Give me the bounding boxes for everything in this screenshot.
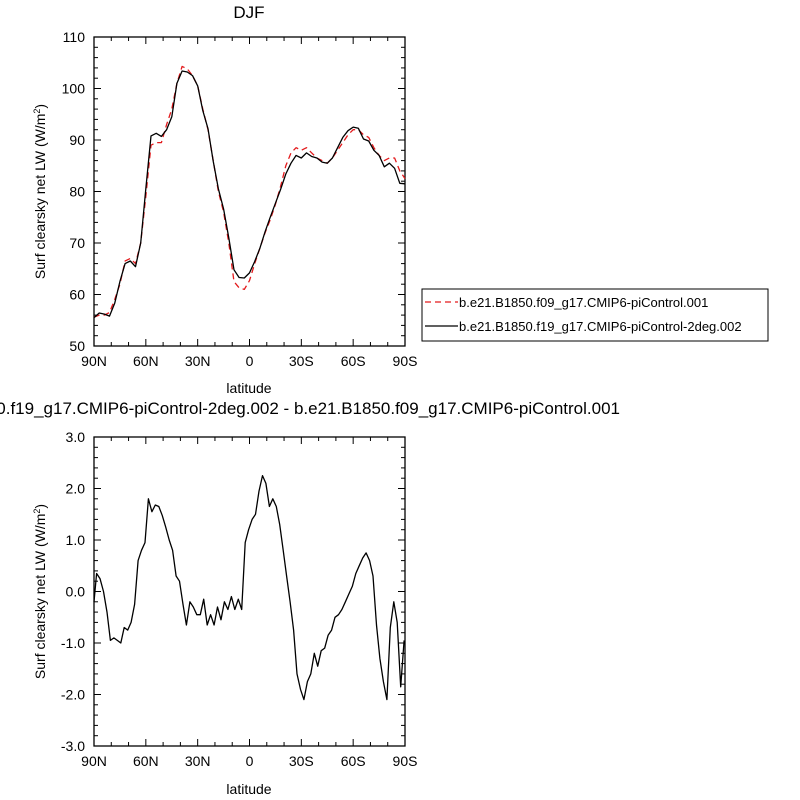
bottom-y-axis-label-superscript: 2 [32,509,42,514]
top-y-tick-label: 60 [69,287,85,303]
top-y-tick-label: 80 [69,184,85,200]
bottom-x-tick-label: 60N [133,753,159,769]
legend-label-series-2: b.e21.B1850.f19_g17.CMIP6-piControl-2deg… [459,319,742,334]
bottom-x-tick-label: 60S [341,753,366,769]
top-series-line-2 [93,70,406,319]
top-x-tick-label: 60S [341,353,366,369]
bottom-y-tick-label: 1.0 [66,532,86,548]
bottom-x-tick-label: 90N [81,753,107,769]
bottom-x-tick-label: 90S [393,753,418,769]
top-plot-frame [93,36,406,347]
top-x-tick-label: 60N [133,353,159,369]
bottom-y-tick-label: 0.0 [66,584,86,600]
top-y-axis-label-main: Surf clearsky net LW (W/m [32,114,48,279]
top-y-axis-label-superscript: 2 [32,109,42,114]
legend-box [421,288,769,342]
bottom-x-tick-label: 0 [246,753,254,769]
top-plot-area: 90N 60N 30N 0 30S 60S 90S 110 100 90 80 70 60 50 [62,29,418,369]
bottom-x-tick-label: 30S [289,753,314,769]
bottom-series-line-1 [93,474,405,701]
bottom-y-tick-label: -1.0 [61,635,85,651]
top-y-tick-label: 90 [69,132,85,148]
top-y-tick-label: 100 [62,81,86,97]
top-chart-panel: DJF 90N 60N 30N 0 30S 60S 90S1101009080706050 … [32,3,417,396]
bottom-plot-area: 90N 60N 30N 0 30S 60S 90S 3.0 2.0 1.0 0.0 -1.0 -2.0 -… [61,429,418,769]
bottom-chart-title: b.e21.B1850.f19_g17.CMIP6-piControl-2deg… [0,399,620,418]
bottom-y-axis-label-close: ) [32,504,48,509]
top-x-tick-label: 30S [289,353,314,369]
bottom-x-tick-label: 30N [185,753,211,769]
bottom-y-tick-label: -3.0 [61,738,85,754]
top-x-tick-label: 0 [246,353,254,369]
top-x-axis-label: latitude [226,380,271,396]
bottom-y-axis-label: Surf clearsky net LW (W/m2) [32,504,48,679]
top-x-tick-label: 90S [393,353,418,369]
bottom-x-axis-label: latitude [226,781,271,797]
top-chart-legend: b.e21.B1850.f09_g17.CMIP6-piControl.001 … [421,288,769,342]
bottom-plot-frame [93,436,406,747]
top-y-tick-label: 110 [63,29,86,45]
legend-label-series-1: b.e21.B1850.f09_g17.CMIP6-piControl.001 [459,295,708,310]
top-chart-title: DJF [233,3,264,22]
top-y-tick-label: 50 [69,338,85,354]
bottom-chart-panel: b.e21.B1850.f19_g17.CMIP6-piControl-2deg… [0,399,620,797]
bottom-y-axis-label-main: Surf clearsky net LW (W/m [32,514,48,679]
top-y-axis-label: Surf clearsky net LW (W/m2) [32,104,48,279]
top-x-tick-label: 30N [185,353,211,369]
bottom-y-tick-label: 3.0 [66,429,86,445]
bottom-y-tick-label: -2.0 [61,687,85,703]
bottom-y-tick-label: 2.0 [66,481,86,497]
top-series-line-1 [93,65,406,318]
top-y-tick-label: 70 [69,235,85,251]
top-x-tick-label: 90N [81,353,107,369]
top-y-axis-label-close: ) [32,104,48,109]
